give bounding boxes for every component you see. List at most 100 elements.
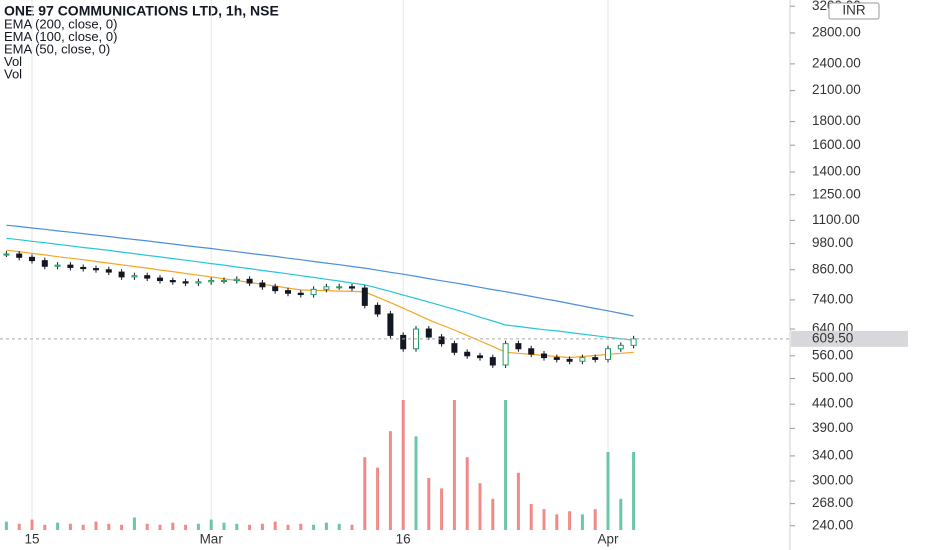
candle xyxy=(208,280,215,283)
legend-entry: EMA (200, close, 0) xyxy=(4,16,117,31)
candle xyxy=(323,286,330,290)
ema-line xyxy=(6,249,634,359)
x-tick-label: 16 xyxy=(396,532,411,547)
volume-bar xyxy=(542,509,546,530)
candle xyxy=(131,275,138,278)
last-price-label: 609.50 xyxy=(812,330,853,345)
volume-bar xyxy=(606,452,610,530)
candle xyxy=(489,357,496,366)
volume-bar xyxy=(248,524,252,530)
volume-bar xyxy=(196,523,200,530)
candle xyxy=(387,313,394,336)
y-tick-label: 340.00 xyxy=(812,447,853,462)
y-tick-label: 268.00 xyxy=(812,495,853,510)
volume-bar xyxy=(388,431,392,530)
volume-bar xyxy=(43,524,47,530)
candle xyxy=(617,344,624,350)
candle xyxy=(272,286,279,292)
candle xyxy=(80,266,87,270)
candle xyxy=(336,286,343,289)
ema-line xyxy=(6,224,634,317)
volume-bar xyxy=(312,524,316,530)
candle xyxy=(349,286,355,289)
volume-bar xyxy=(632,452,636,530)
volume-bar xyxy=(491,498,495,530)
legend-entry: EMA (50, close, 0) xyxy=(4,41,110,56)
y-tick-label: 1600.00 xyxy=(812,137,861,152)
volume-bar xyxy=(120,524,124,530)
y-tick-label: 2100.00 xyxy=(812,82,861,97)
candle xyxy=(515,343,522,350)
volume-bar xyxy=(260,523,264,530)
volume-bar xyxy=(504,400,508,530)
candle xyxy=(16,253,23,258)
y-tick-label: 440.00 xyxy=(812,396,853,411)
volume-bar xyxy=(68,523,72,530)
candle xyxy=(105,269,112,273)
y-tick-label: 390.00 xyxy=(812,420,853,435)
y-tick-label: 1250.00 xyxy=(812,186,861,201)
candle xyxy=(157,277,163,282)
volume-bar xyxy=(580,514,584,530)
volume-bar xyxy=(619,498,623,530)
chart-title: ONE 97 COMMUNICATIONS LTD, 1h, NSE xyxy=(4,3,279,19)
y-tick-label: 860.00 xyxy=(812,261,853,276)
volume-bar xyxy=(337,523,341,530)
y-tick-label: 1100.00 xyxy=(812,212,860,227)
volume-bar xyxy=(17,523,21,530)
candle xyxy=(297,292,304,296)
candle xyxy=(169,280,176,283)
candle xyxy=(477,355,483,359)
volume-bar xyxy=(516,472,520,530)
candle xyxy=(144,275,151,279)
candle xyxy=(374,304,381,315)
volume-bar xyxy=(158,524,162,530)
volume-bar xyxy=(401,400,405,530)
candle xyxy=(41,260,48,267)
candle xyxy=(54,264,61,267)
volume-bar xyxy=(273,521,277,530)
volume-bar xyxy=(427,478,431,530)
candle xyxy=(566,358,573,362)
y-tick-label: 500.00 xyxy=(812,370,853,385)
volume-bar xyxy=(56,522,60,530)
candle xyxy=(425,328,432,338)
candle xyxy=(246,278,253,284)
candle xyxy=(553,357,560,360)
volume-bar xyxy=(324,522,328,530)
volume-bar xyxy=(184,524,188,530)
candle xyxy=(118,271,125,278)
candle xyxy=(451,343,458,353)
x-tick-label: Apr xyxy=(597,532,619,547)
candle xyxy=(400,334,407,350)
y-tick-label: 980.00 xyxy=(812,235,853,250)
y-tick-label: 560.00 xyxy=(812,347,853,362)
volume-bar xyxy=(299,523,303,530)
legend-entry: Vol xyxy=(4,54,22,69)
y-tick-label: 1400.00 xyxy=(812,164,861,179)
y-tick-label: 740.00 xyxy=(812,291,853,306)
volume-bar xyxy=(593,509,597,530)
volume-bar xyxy=(555,514,559,530)
y-tick-label: 2400.00 xyxy=(812,55,861,70)
candle xyxy=(541,353,547,359)
candle xyxy=(502,343,509,366)
volume-bar xyxy=(350,524,354,530)
candle xyxy=(579,357,586,362)
candle xyxy=(259,282,266,288)
volume-bar xyxy=(94,521,98,530)
currency-label: INR xyxy=(842,3,866,18)
volume-bar xyxy=(529,504,533,530)
candle xyxy=(438,336,445,345)
volume-bar xyxy=(171,522,175,530)
volume-bar xyxy=(452,400,456,530)
candle xyxy=(592,357,599,360)
candle xyxy=(195,281,202,284)
candle xyxy=(310,288,317,296)
candle xyxy=(67,264,74,268)
volume-bar xyxy=(235,523,239,530)
candle xyxy=(29,256,35,262)
y-tick-label: 300.00 xyxy=(812,473,853,488)
volume-bar xyxy=(145,523,149,530)
